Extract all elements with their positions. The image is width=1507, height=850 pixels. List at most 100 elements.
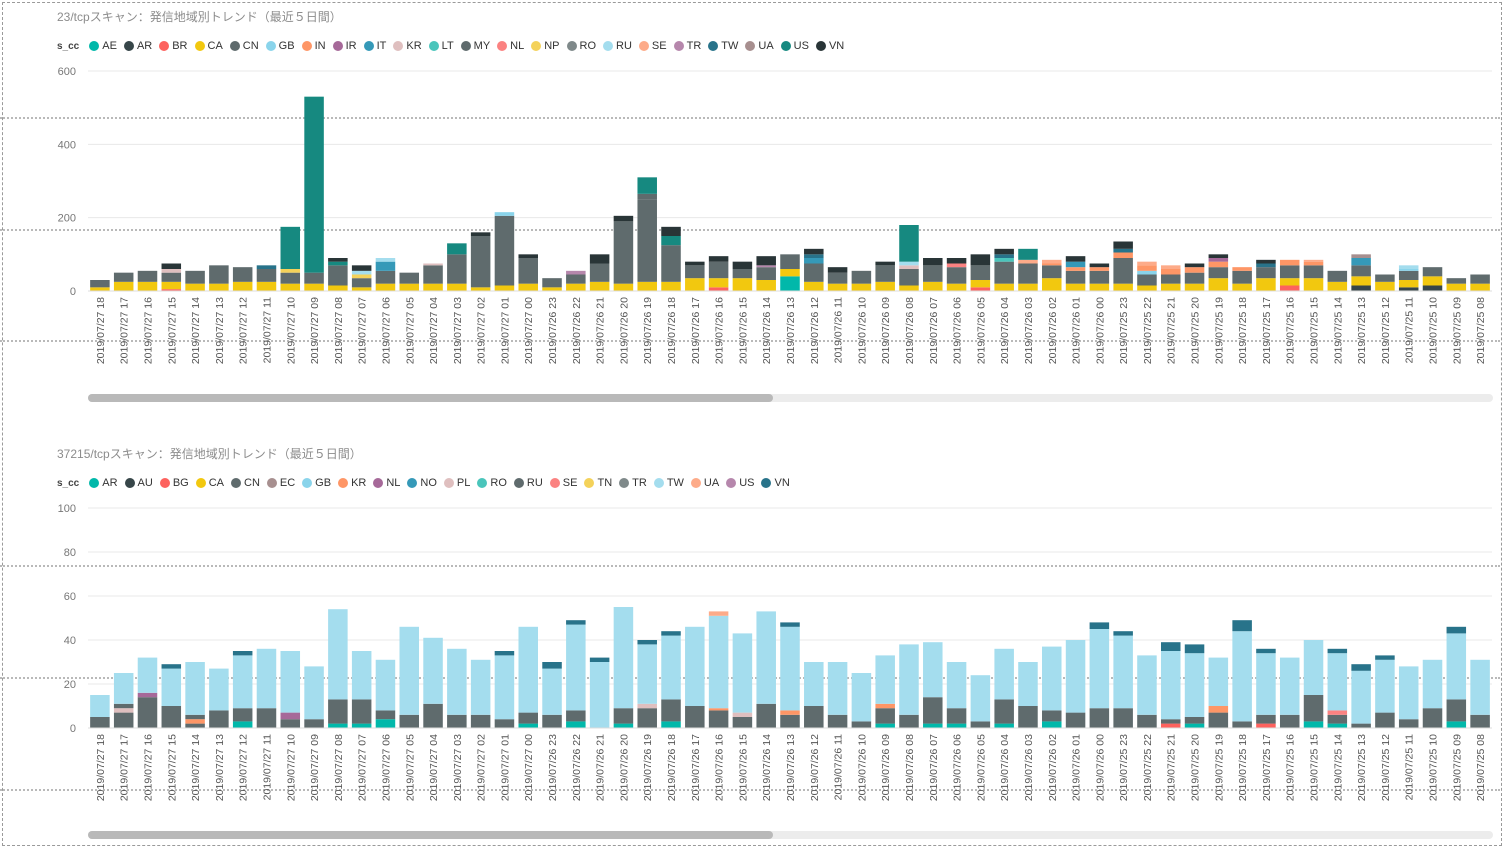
legend-item-tn[interactable]: TN (584, 477, 612, 489)
x-tick-label: 2019/07/26 13 (785, 734, 797, 801)
legend-item-br[interactable]: BR (159, 40, 188, 52)
bar-segment-ru (375, 258, 396, 262)
legend-item-nl[interactable]: NL (497, 40, 524, 52)
bar-segment-ir (1208, 258, 1229, 262)
bar-segment-cn (1470, 274, 1490, 284)
bar-segment-tw (566, 624, 586, 711)
legend-item-ae[interactable]: AE (89, 40, 117, 52)
legend-item-us[interactable]: US (726, 477, 754, 489)
legend-swatch (363, 41, 374, 51)
bar-segment-ca (1351, 276, 1371, 286)
legend-label: BR (172, 40, 188, 52)
horizontal-scrollbar[interactable] (88, 394, 1493, 402)
bar-segment-tw (351, 651, 372, 700)
legend-label: IT (376, 40, 387, 52)
bar-segment-in (1232, 267, 1252, 271)
legend-item-vn[interactable]: VN (761, 477, 790, 489)
legend-item-kr[interactable]: KR (393, 40, 422, 52)
bar-segment-cn (518, 712, 538, 724)
bar-segment-cn (209, 265, 229, 284)
bar-segment-vn (1184, 644, 1205, 654)
legend-item-gb[interactable]: GB (302, 477, 331, 489)
x-tick-label: 2019/07/26 20 (618, 297, 630, 364)
legend-item-lt[interactable]: LT (428, 40, 454, 52)
bar-segment-cn (161, 272, 182, 282)
bar-segment-tw (1089, 629, 1110, 709)
legend-item-ir[interactable]: IR (332, 40, 357, 52)
legend-item-ro[interactable]: RO (477, 477, 507, 489)
legend-item-ru[interactable]: RU (513, 477, 543, 489)
legend-item-ru[interactable]: RU (603, 40, 632, 52)
legend-item-se[interactable]: SE (549, 477, 577, 489)
legend-item-ua[interactable]: UA (745, 40, 774, 52)
bar-segment-cn (1160, 719, 1181, 724)
bar-segment-vn (518, 254, 538, 258)
legend-item-ca[interactable]: CA (194, 40, 223, 52)
legend-item-vn[interactable]: VN (815, 40, 844, 52)
x-tick-label: 2019/07/26 22 (571, 734, 583, 801)
legend-swatch (338, 478, 349, 488)
legend-item-ar[interactable]: AR (123, 40, 152, 52)
bar-segment-cn (685, 706, 705, 728)
legend-item-my[interactable]: MY (460, 40, 490, 52)
legend-label: NL (386, 477, 401, 489)
legend-item-ca[interactable]: CA (195, 477, 224, 489)
legend-item-tw[interactable]: TW (708, 40, 738, 52)
bar-segment-cn (256, 269, 277, 282)
legend-item-kr[interactable]: KR (338, 477, 366, 489)
bar-segment-in (1113, 252, 1133, 258)
x-tick-label: 2019/07/25 11 (1404, 734, 1416, 801)
bar-segment-ca (994, 283, 1014, 291)
bar-segment-tw (280, 651, 301, 713)
legend-item-gb[interactable]: GB (265, 40, 295, 52)
bar-segment-cn (90, 280, 110, 288)
bar-segment-tw (1375, 659, 1395, 713)
legend-item-ro[interactable]: RO (566, 40, 596, 52)
bar-segment-cn (256, 708, 277, 728)
scrollbar-thumb[interactable] (88, 831, 773, 839)
legend-swatch (124, 478, 135, 488)
bar-segment-cn (280, 719, 301, 728)
legend-item-in[interactable]: IN (301, 40, 326, 52)
legend-item-nl[interactable]: NL (373, 477, 400, 489)
legend-label: RU (616, 40, 632, 52)
bar-segment-tw (851, 673, 872, 722)
bar-segment-ca (1208, 278, 1229, 291)
bar-segment-vn (780, 622, 800, 627)
legend-item-pl[interactable]: PL (443, 477, 470, 489)
legend-label: KR (406, 40, 422, 52)
legend-item-tr[interactable]: TR (619, 477, 647, 489)
legend-item-no[interactable]: NO (407, 477, 437, 489)
bar-segment-vn (470, 232, 491, 236)
bar-segment-cn (1160, 274, 1181, 284)
bar-segment-tw (542, 668, 562, 715)
legend-item-it[interactable]: IT (363, 40, 387, 52)
x-tick-label: 2019/07/26 01 (1071, 734, 1083, 801)
bar-segment-ca (304, 283, 324, 291)
legend-item-bg[interactable]: BG (159, 477, 189, 489)
bar-segment-cn (518, 258, 538, 284)
legend-item-cn[interactable]: CN (231, 477, 260, 489)
legend-item-au[interactable]: AU (124, 477, 153, 489)
x-tick-label: 2019/07/27 17 (119, 297, 131, 364)
bar-segment-ca (351, 287, 372, 291)
bar-segment-cn (1351, 265, 1371, 277)
legend-item-us[interactable]: US (780, 40, 809, 52)
legend-item-ua[interactable]: UA (690, 477, 719, 489)
legend-label: NP (544, 40, 560, 52)
legend-item-tr[interactable]: TR (673, 40, 701, 52)
legend-item-ar[interactable]: AR (89, 477, 118, 489)
bar-segment-tw (1113, 635, 1133, 709)
bar-segment-ca (780, 269, 800, 277)
legend-item-se[interactable]: SE (638, 40, 667, 52)
bar-segment-in (1065, 267, 1086, 271)
x-tick-label: 2019/07/25 19 (1213, 734, 1225, 801)
scrollbar-thumb[interactable] (88, 394, 773, 402)
horizontal-scrollbar[interactable] (88, 831, 1493, 839)
legend-item-ec[interactable]: EC (266, 477, 295, 489)
bar-segment-ar (1398, 287, 1419, 291)
legend-item-tw[interactable]: TW (653, 477, 684, 489)
legend-item-np[interactable]: NP (531, 40, 560, 52)
legend-title: s_cc (57, 477, 80, 489)
legend-item-cn[interactable]: CN (229, 40, 259, 52)
